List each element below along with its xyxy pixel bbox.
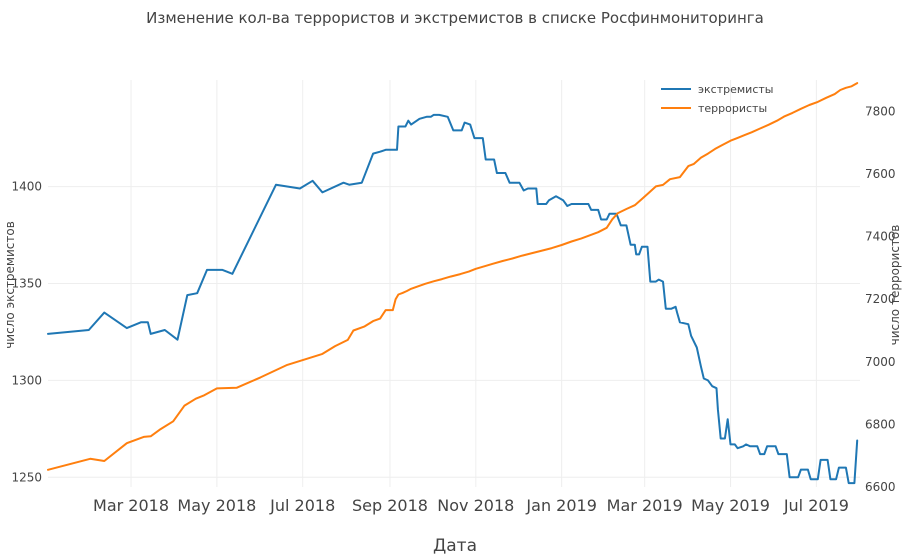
series-line-2: [47, 82, 859, 471]
left-axis-ticks: 1250 1300 1350 1400: [11, 180, 42, 485]
chart-title: Изменение кол-ва террористов и экстремис…: [146, 9, 764, 27]
x-tick-label: Jul 2018: [269, 496, 335, 515]
x-tick-label: May 2018: [177, 496, 256, 515]
x-axis-ticks: Mar 2018 May 2018 Jul 2018 Sep 2018 Nov 2018…: [93, 496, 849, 515]
left-tick-label: 1250: [11, 470, 42, 484]
right-axis-ticks: 6600 6800 7000 7200 7400 7600 7800: [865, 104, 896, 494]
series-lines: [47, 82, 859, 485]
right-tick-label: 7800: [865, 104, 896, 118]
legend-label: экстремисты: [698, 83, 773, 96]
x-tick-label: Mar 2018: [93, 496, 169, 515]
grid: [48, 80, 860, 487]
left-tick-label: 1400: [11, 180, 42, 194]
right-tick-label: 6600: [865, 480, 896, 494]
series-line-1: [47, 113, 859, 485]
right-tick-label: 7000: [865, 355, 896, 369]
left-tick-label: 1300: [11, 373, 42, 387]
right-tick-label: 6800: [865, 417, 896, 431]
x-tick-label: May 2019: [691, 496, 770, 515]
legend-item-2[interactable]: террористы: [661, 102, 767, 115]
right-tick-label: 7600: [865, 167, 896, 181]
x-tick-label: Jan 2019: [525, 496, 596, 515]
right-axis-label: число террористов: [888, 225, 902, 346]
legend-item-1[interactable]: экстремисты: [661, 83, 773, 96]
x-tick-label: Sep 2018: [352, 496, 428, 515]
left-tick-label: 1350: [11, 277, 42, 291]
right-tick-label: 7200: [865, 292, 896, 306]
legend-label: террористы: [698, 102, 767, 115]
x-tick-label: Jul 2019: [783, 496, 849, 515]
x-tick-label: Mar 2019: [607, 496, 683, 515]
x-axis-label: Дата: [433, 536, 477, 556]
left-axis-label: число экстремистов: [3, 221, 17, 349]
right-tick-label: 7400: [865, 230, 896, 244]
legend[interactable]: экстремисты террористы: [661, 83, 773, 115]
x-tick-label: Nov 2018: [437, 496, 514, 515]
